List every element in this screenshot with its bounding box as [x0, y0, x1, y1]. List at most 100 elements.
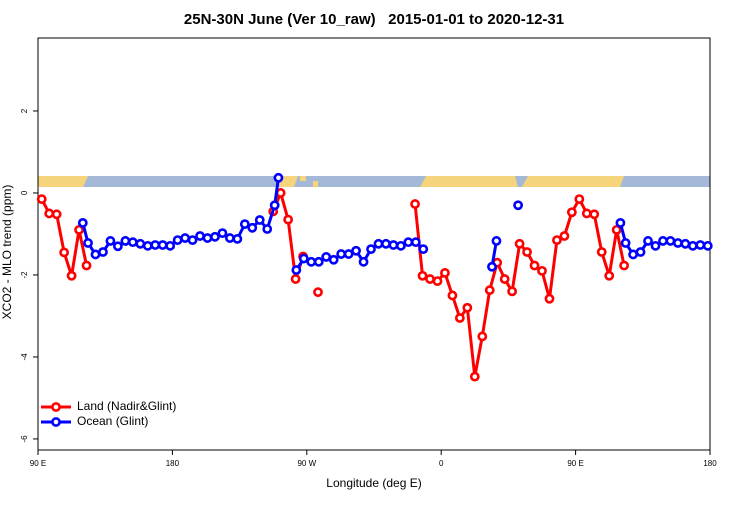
data-point: [36, 194, 47, 205]
data-point: [306, 256, 317, 267]
x-tick-label: 0: [439, 459, 444, 468]
data-point: [574, 194, 585, 205]
land-band: [420, 176, 518, 187]
data-point: [366, 244, 376, 255]
data-point: [351, 245, 361, 256]
data-point: [469, 371, 480, 382]
data-point: [298, 253, 309, 264]
data-point: [635, 247, 646, 257]
data-point: [643, 236, 653, 246]
data-point: [187, 235, 198, 246]
data-point: [373, 238, 384, 249]
data-point: [59, 247, 70, 258]
data-point: [403, 237, 414, 248]
data-point: [313, 256, 324, 267]
data-point: [90, 249, 101, 260]
data-point: [544, 293, 555, 304]
data-point: [74, 224, 84, 235]
land-band: [313, 181, 318, 187]
data-point: [491, 236, 502, 246]
x-tick-label: 90 E: [567, 459, 583, 468]
data-point: [195, 231, 205, 241]
data-point: [552, 235, 562, 246]
land-band: [522, 176, 624, 187]
data-point: [83, 238, 93, 248]
data-point: [628, 249, 638, 260]
y-tick-label: 2: [20, 108, 29, 113]
data-point: [581, 208, 592, 219]
data-point: [702, 240, 713, 251]
data-point: [454, 313, 465, 323]
data-point: [247, 222, 258, 233]
data-point: [291, 265, 302, 275]
data-point: [440, 268, 450, 278]
ocean-band: [38, 176, 710, 187]
data-point: [695, 240, 706, 250]
data-point: [269, 200, 280, 211]
data-point: [596, 247, 607, 257]
data-point: [328, 254, 339, 265]
data-point: [529, 260, 540, 271]
land-mask: [38, 176, 710, 187]
data-point: [81, 260, 92, 271]
data-point: [381, 238, 391, 249]
data-point: [239, 219, 250, 230]
y-tick-label: 0: [20, 190, 29, 195]
data-point: [507, 286, 518, 297]
series-line: [81, 177, 708, 271]
land-band: [300, 176, 306, 181]
x-tick-label: 90 W: [297, 459, 316, 468]
data-point: [210, 231, 220, 242]
data-point: [321, 252, 332, 262]
data-point: [410, 237, 421, 248]
data-point: [142, 240, 153, 251]
data-point: [513, 200, 524, 211]
y-tick-label: -2: [20, 271, 29, 279]
data-point: [290, 274, 301, 284]
data-point: [658, 236, 668, 246]
data-point: [395, 240, 406, 251]
data-point: [105, 236, 116, 246]
x-tick-label: 180: [703, 459, 717, 468]
data-point: [487, 261, 497, 272]
chart-title: 25N-30N June (Ver 10_raw) 2015-01-01 to …: [184, 11, 564, 28]
data-point: [650, 240, 661, 251]
data-point: [425, 274, 435, 284]
data-point: [611, 224, 622, 235]
data-point: [559, 231, 570, 241]
data-point: [44, 208, 55, 219]
data-point: [120, 236, 131, 246]
data-point: [672, 238, 683, 248]
data-point: [537, 265, 547, 276]
y-tick-label: -4: [20, 353, 29, 361]
x-tick-label: 90 E: [30, 459, 46, 468]
data-point: [66, 270, 77, 281]
data-point: [98, 247, 108, 257]
data-point: [418, 244, 429, 255]
data-point: [202, 233, 213, 243]
data-point: [619, 260, 630, 271]
data-point: [589, 209, 600, 220]
data-point: [224, 233, 235, 243]
data-point: [388, 240, 399, 250]
data-point: [112, 241, 123, 252]
data-point: [217, 228, 228, 239]
data-point: [432, 276, 443, 287]
data-point: [336, 249, 347, 259]
data-point: [514, 238, 525, 249]
data-point: [417, 270, 428, 281]
data-point: [358, 256, 369, 267]
data-point: [484, 285, 495, 296]
legend-label: Ocean (Glint): [77, 414, 148, 428]
data-point: [172, 235, 183, 246]
data-point: [687, 240, 698, 251]
data-point: [313, 287, 323, 298]
legend-marker: [51, 402, 61, 412]
legend-label: Land (Nadir&Glint): [77, 399, 176, 413]
legend-marker: [51, 417, 61, 427]
series-line: [40, 191, 626, 379]
data-point: [615, 217, 626, 228]
data-point: [620, 238, 631, 248]
data-point: [522, 247, 532, 257]
data-point: [410, 199, 420, 209]
